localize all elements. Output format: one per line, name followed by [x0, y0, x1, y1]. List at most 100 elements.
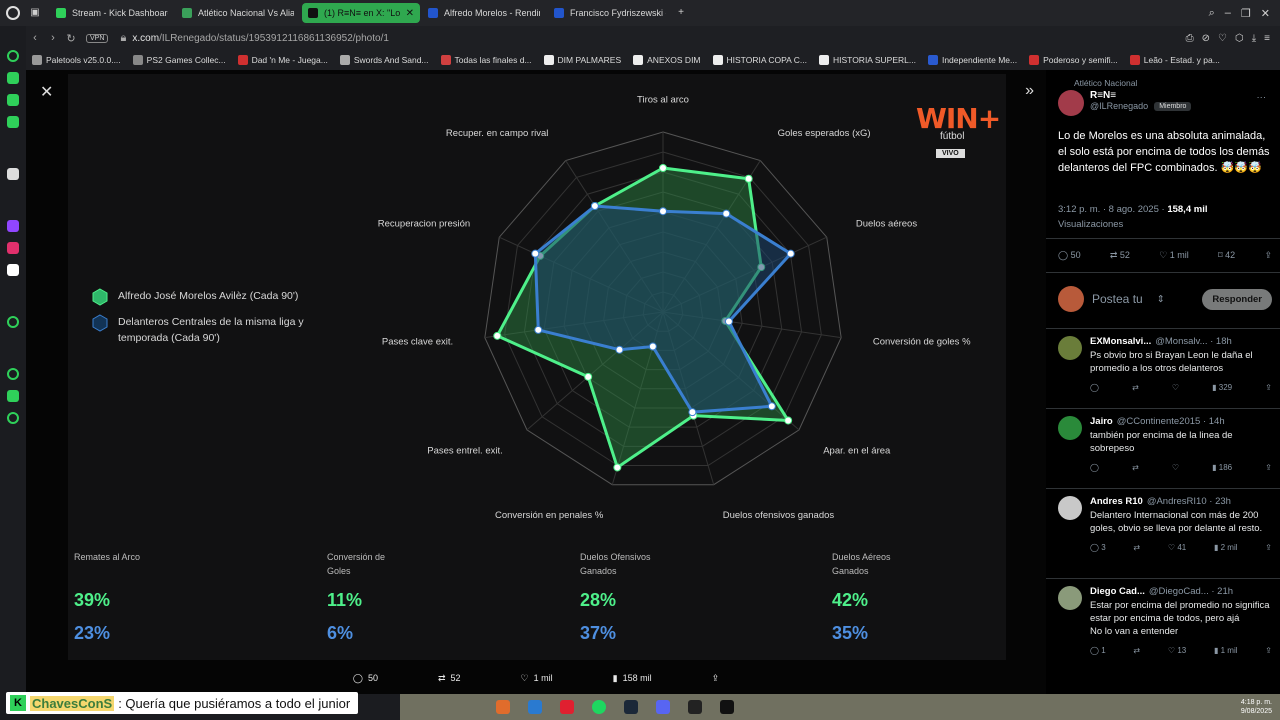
back-icon[interactable]: ‹: [33, 32, 37, 44]
like-action[interactable]: ♡ 1 mil: [520, 672, 553, 684]
close-tab-icon[interactable]: ✕: [405, 7, 414, 19]
kick-sidebar-icon[interactable]: [7, 116, 19, 128]
edge-icon[interactable]: [528, 700, 542, 714]
browser-tab[interactable]: Alfredo Morelos - Rendim: [422, 3, 546, 23]
browser-tab[interactable]: Stream - Kick Dashboard: [50, 3, 174, 23]
reply-item[interactable]: Andres R10 @AndresRI10 · 23h Delantero Int…: [1058, 496, 1272, 552]
bookmark-item[interactable]: HISTORIA SUPERL...: [818, 55, 916, 65]
player-icon[interactable]: [7, 316, 19, 328]
bookmark-button[interactable]: ⌑ 42: [1218, 250, 1236, 260]
bookmark-item[interactable]: Independiente Me...: [927, 55, 1017, 65]
app-icon[interactable]: [688, 700, 702, 714]
expand-panel-icon[interactable]: »: [1025, 82, 1034, 99]
bookmark-item[interactable]: Leão - Estad. y pa...: [1129, 55, 1220, 65]
copilot-icon[interactable]: [496, 700, 510, 714]
bookmark-item[interactable]: Paletools v25.0.0....: [32, 55, 121, 65]
reply-repost-button[interactable]: ⇄: [1133, 646, 1141, 655]
tiktok-icon[interactable]: [720, 700, 734, 714]
extensions-icon[interactable]: ⬡: [1235, 32, 1244, 44]
reply-handle[interactable]: @DiegoCad... · 21h: [1148, 586, 1234, 597]
bookmark-item[interactable]: PS2 Games Collec...: [132, 55, 226, 65]
author-handle[interactable]: @ILRenegado: [1090, 101, 1149, 111]
reply-handle[interactable]: @CContinente2015 · 14h: [1116, 416, 1225, 427]
browser-tab[interactable]: (1) R≡N≡ en X: "Lo d ✕: [302, 3, 420, 23]
reply-comment-button[interactable]: ◯: [1090, 383, 1099, 392]
download-icon[interactable]: ⤓: [1251, 32, 1257, 44]
opera-icon[interactable]: [560, 700, 574, 714]
reply-share-button[interactable]: ⇪: [1265, 543, 1272, 552]
reply-author[interactable]: Diego Cad...: [1090, 586, 1145, 597]
avatar[interactable]: [1058, 90, 1084, 116]
vpn-badge[interactable]: VPN: [86, 33, 109, 43]
reply-submit-button[interactable]: Responder: [1202, 288, 1272, 310]
reply-comment-button[interactable]: ◯: [1090, 463, 1099, 472]
workspace-icon[interactable]: [7, 94, 19, 106]
reply-handle[interactable]: @Monsalv... · 18h: [1155, 336, 1232, 347]
reply-author[interactable]: Andres R10: [1090, 496, 1143, 507]
avatar[interactable]: [1058, 336, 1082, 360]
views-action[interactable]: ▮ 158 mil: [612, 672, 652, 684]
reply-like-button[interactable]: ♡ 41: [1167, 543, 1187, 552]
bookmark-item[interactable]: HISTORIA COPA C...: [712, 55, 807, 65]
system-clock[interactable]: 4:18 p. m. 9/08/2025: [1240, 699, 1272, 715]
browser-tab[interactable]: Francisco Fydriszewski -: [548, 3, 672, 23]
share-button[interactable]: ⇪: [1264, 250, 1272, 260]
bookmark-item[interactable]: Dad 'n Me - Juega...: [237, 55, 328, 65]
avatar[interactable]: [1058, 416, 1082, 440]
extensions-sidebar-icon[interactable]: [7, 390, 19, 402]
reply-author[interactable]: EXMonsalvi...: [1090, 336, 1152, 347]
spotify-icon[interactable]: [592, 700, 606, 714]
repost-action[interactable]: ⇄ 52: [437, 672, 461, 684]
new-tab-icon[interactable]: +: [678, 7, 684, 18]
reply-repost-button[interactable]: ⇄: [1132, 463, 1139, 472]
share-action[interactable]: ⇪: [712, 673, 720, 684]
heart-icon[interactable]: ♡: [1218, 32, 1227, 44]
bookmark-item[interactable]: DIM PALMARES: [543, 55, 621, 65]
reply-item[interactable]: EXMonsalvi... @Monsalv... · 18h Ps obvio b…: [1058, 336, 1272, 392]
menu-icon[interactable]: ≡: [1264, 32, 1270, 44]
arrow-sidebar-icon[interactable]: [7, 168, 19, 180]
avatar[interactable]: [1058, 586, 1082, 610]
reply-views-button[interactable]: ▮ 186: [1212, 463, 1233, 472]
reply-author[interactable]: Jairo: [1090, 416, 1113, 427]
refresh-sidebar-icon[interactable]: [7, 50, 19, 62]
steam-icon[interactable]: [624, 700, 638, 714]
discord-icon[interactable]: [656, 700, 670, 714]
reply-item[interactable]: Diego Cad... @DiegoCad... · 21h Estar por …: [1058, 586, 1272, 655]
minimize-icon[interactable]: –: [1224, 7, 1231, 19]
close-photo-icon[interactable]: ✕: [40, 84, 54, 101]
bookmark-item[interactable]: Swords And Sand...: [339, 55, 429, 65]
snapshot-icon[interactable]: ⎙: [1185, 32, 1194, 44]
url-field[interactable]: x.com/ILRenegado/status/1953912116861136…: [132, 32, 389, 44]
close-window-icon[interactable]: ✕: [1260, 7, 1270, 20]
reload-icon[interactable]: ↻: [66, 32, 76, 45]
history-icon[interactable]: [7, 368, 19, 380]
tweet-author[interactable]: R≡N≡ @ILRenegado Miembro: [1058, 90, 1192, 116]
twitch-icon[interactable]: [7, 220, 19, 232]
reply-like-button[interactable]: ♡ 13: [1167, 646, 1187, 655]
reply-share-button[interactable]: ⇪: [1265, 646, 1272, 655]
author-name[interactable]: R≡N≡: [1090, 90, 1117, 101]
ad-block-icon[interactable]: ⊘: [1201, 32, 1211, 44]
reply-input[interactable]: Postea tu: [1092, 292, 1143, 306]
reply-views-button[interactable]: ▮ 329: [1212, 383, 1233, 392]
browser-tab[interactable]: Atlético Nacional Vs Alian: [176, 3, 300, 23]
settings-icon[interactable]: [7, 412, 19, 424]
reply-share-button[interactable]: ⇪: [1265, 383, 1272, 392]
reply-repost-button[interactable]: ⇄: [1132, 383, 1139, 392]
reply-like-button[interactable]: ♡: [1171, 463, 1180, 472]
reply-like-button[interactable]: ♡: [1171, 383, 1180, 392]
reply-views-button[interactable]: ▮ 2 mil: [1214, 543, 1238, 552]
bookmark-item[interactable]: ANEXOS DIM: [633, 55, 701, 65]
reply-action[interactable]: ◯ 50: [352, 672, 378, 684]
reply-views-button[interactable]: ▮ 1 mil: [1214, 646, 1238, 655]
x-icon[interactable]: [7, 264, 19, 276]
reply-button[interactable]: ◯ 50: [1058, 250, 1081, 260]
reply-share-button[interactable]: ⇪: [1265, 463, 1272, 472]
reply-comment-button[interactable]: ◯ 1: [1090, 646, 1106, 655]
forward-icon[interactable]: ›: [51, 32, 55, 44]
aria-icon[interactable]: [7, 72, 19, 84]
reply-handle[interactable]: @AndresRI10 · 23h: [1146, 496, 1231, 507]
maximize-icon[interactable]: ❐: [1240, 7, 1251, 20]
repost-button[interactable]: ⇄ 52: [1109, 250, 1130, 260]
